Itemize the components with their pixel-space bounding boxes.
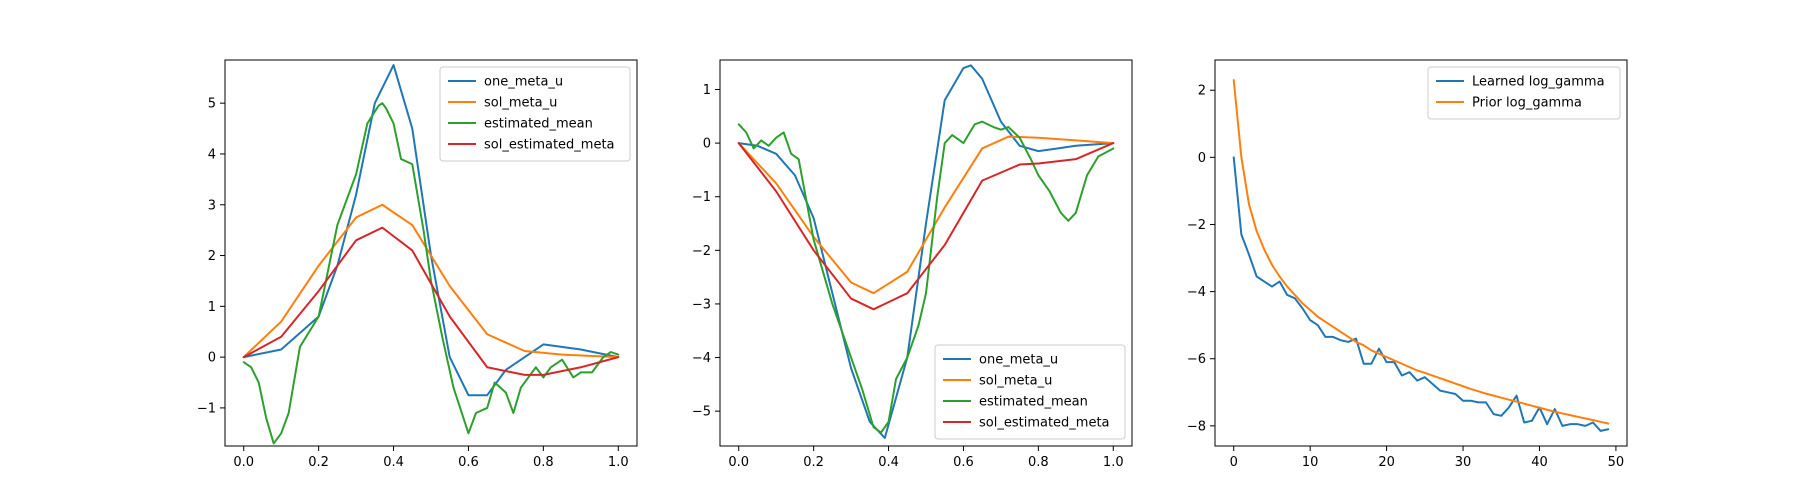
series-line-prior-log-gamma: [1232, 79, 1610, 425]
series-line-sol-estimated-meta: [737, 142, 1115, 311]
y-tick-label: −2: [1187, 218, 1206, 233]
x-tick-label: 0.2: [308, 455, 329, 470]
x-tick-label: 0.0: [233, 455, 254, 470]
legend-label: estimated_mean: [484, 117, 593, 132]
x-tick-label: 0.6: [458, 455, 479, 470]
legend-label: estimated_mean: [979, 395, 1088, 410]
y-tick-label: −5: [692, 405, 711, 420]
x-tick-label: 0.8: [533, 455, 554, 470]
y-tick-label: 5: [208, 97, 216, 112]
y-tick-label: 4: [208, 147, 216, 162]
x-tick-label: 40: [1531, 455, 1548, 470]
y-tick-label: 0: [1198, 151, 1206, 166]
y-tick-label: 0: [208, 351, 216, 366]
chart-panel-2: 0.0 0.2 0.4 0.6 0.8 1.0 −5 −4 −3 −2 −1 0 1 one_meta_u…: [692, 59, 1133, 470]
legend-label: sol_meta_u: [484, 96, 557, 111]
y-tick-label: −6: [1187, 352, 1206, 367]
x-tick-label: 0.4: [878, 455, 899, 470]
x-tick-label: 1.0: [1103, 455, 1124, 470]
x-tick-label: 0.8: [1028, 455, 1049, 470]
x-tick-label: 0.6: [953, 455, 974, 470]
series-line-one-meta-u: [242, 64, 620, 397]
series-line-estimated-mean: [737, 120, 1115, 434]
y-tick-label: −4: [692, 351, 711, 366]
y-tick-label: 1: [208, 300, 216, 315]
plot-frame: [1214, 59, 1628, 447]
x-tick-label: 50: [1608, 455, 1625, 470]
x-tick-label: 30: [1455, 455, 1472, 470]
legend-box: [934, 344, 1126, 440]
legend-label: one_meta_u: [484, 75, 563, 90]
x-tick-label: 10: [1302, 455, 1319, 470]
y-tick-label: 2: [208, 249, 216, 264]
x-tick-label: 20: [1378, 455, 1395, 470]
legend-label: one_meta_u: [979, 353, 1058, 368]
legend-label: sol_meta_u: [979, 374, 1052, 389]
legend: one_meta_u sol_meta_u estimated_mean sol_es…: [934, 344, 1126, 440]
legend-box: [439, 66, 631, 162]
series-line-sol-estimated-meta: [242, 226, 620, 376]
series-line-estimated-mean: [242, 102, 620, 445]
series-line-one-meta-u: [737, 64, 1115, 439]
legend-box: [1427, 66, 1621, 120]
y-tick-label: −1: [197, 401, 216, 416]
y-tick-label: −3: [692, 297, 711, 312]
y-tick-label: 3: [208, 198, 216, 213]
legend-label: Learned log_gamma: [1472, 75, 1605, 90]
y-tick-label: −2: [692, 244, 711, 259]
legend-label: sol_estimated_meta: [484, 138, 615, 153]
legend-label: sol_estimated_meta: [979, 416, 1110, 431]
legend-label: Prior log_gamma: [1472, 96, 1582, 111]
x-tick-label: 0: [1230, 455, 1238, 470]
series-line-sol-meta-u: [737, 135, 1115, 295]
x-tick-label: 0.0: [728, 455, 749, 470]
y-tick-label: −1: [692, 190, 711, 205]
y-tick-label: 0: [703, 137, 711, 152]
x-tick-label: 1.0: [608, 455, 629, 470]
y-tick-label: −8: [1187, 419, 1206, 434]
chart-panel-3: 0 10 20 30 40 50 −8 −6 −4 −2 0 2 Learned log_gamma Pr…: [1187, 59, 1628, 470]
series-line-sol-meta-u: [242, 203, 620, 359]
chart-panel-1: 0.0 0.2 0.4 0.6 0.8 1.0 −1 0 1 2 3 4 5 one_meta_u sol_…: [197, 59, 638, 470]
plot-frame: [719, 59, 1133, 447]
y-tick-label: −4: [1187, 285, 1206, 300]
legend: Learned log_gamma Prior log_gamma: [1427, 66, 1621, 120]
legend: one_meta_u sol_meta_u estimated_mean sol_es…: [439, 66, 631, 162]
y-tick-label: 2: [1198, 84, 1206, 99]
x-tick-label: 0.4: [383, 455, 404, 470]
x-tick-label: 0.2: [803, 455, 824, 470]
y-tick-label: 1: [703, 83, 711, 98]
plot-frame: [224, 59, 638, 447]
series-line-learned-log-gamma: [1232, 156, 1610, 432]
